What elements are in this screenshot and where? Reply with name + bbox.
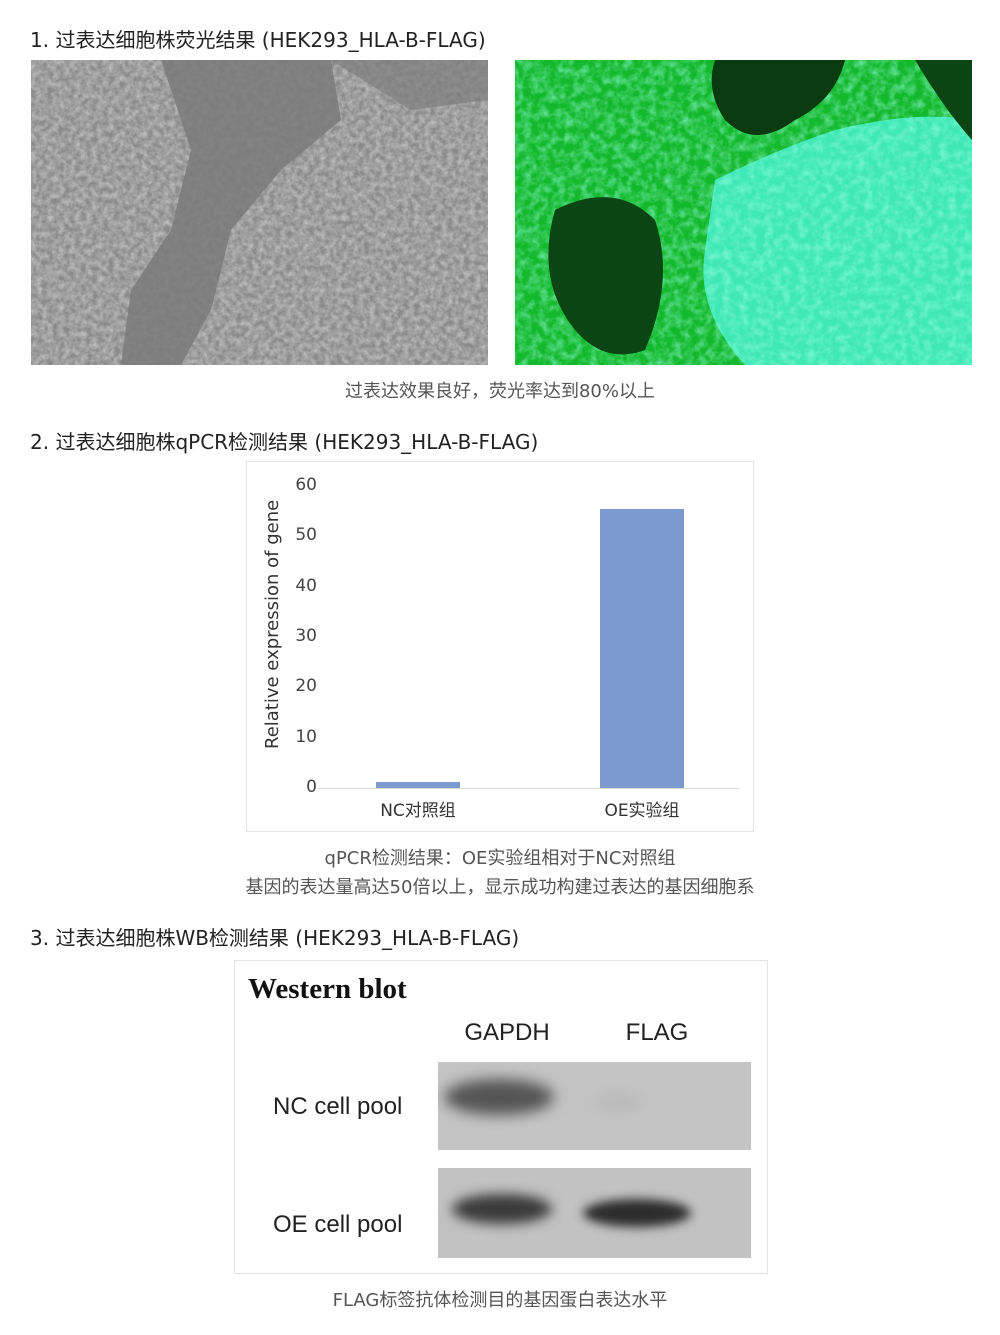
y-tick-label: 0 (306, 777, 317, 797)
x-axis-line (319, 788, 739, 789)
y-tick-label: 10 (295, 726, 317, 747)
fluorescence-microscopy-image (515, 60, 972, 365)
chart-plot-area: 0 10 20 30 40 50 60 NC对照组 OE实验组 (247, 462, 753, 831)
brightfield-microscopy-image (31, 60, 488, 365)
band-oe-flag (583, 1199, 691, 1227)
x-category-label: NC对照组 (380, 801, 456, 821)
section-2-caption-line2: 基因的表达量高达50倍以上，显示成功构建过表达的基因细胞系 (245, 877, 755, 898)
band-oe-gapdh (452, 1194, 552, 1224)
y-tick-label: 60 (295, 475, 317, 495)
row-label-oe: OE cell pool (273, 1211, 403, 1238)
blot-strip-nc (438, 1062, 751, 1150)
section-1-title: 1. 过表达细胞株荧光结果 (HEK293_HLA-B-FLAG) (30, 28, 486, 52)
x-category-label: OE实验组 (604, 801, 680, 821)
y-tick-label: 30 (295, 626, 317, 646)
bar-1 (600, 509, 684, 788)
qpcr-chart: Relative expression of gene 0 10 20 30 40 50 6… (246, 461, 754, 832)
band-nc-gapdh (444, 1079, 554, 1115)
y-tick-label: 40 (295, 575, 317, 596)
column-label-flag: FLAG (625, 1019, 689, 1046)
bar-0 (376, 781, 460, 788)
column-label-gapdh: GAPDH (464, 1019, 550, 1046)
y-tick-label: 20 (295, 676, 317, 697)
section-2-title: 2. 过表达细胞株qPCR检测结果 (HEK293_HLA-B-FLAG) (30, 430, 539, 454)
section-1-caption: 过表达效果良好，荧光率达到80%以上 (344, 381, 655, 402)
section-2-caption-line1: qPCR检测结果：OE实验组相对于NC对照组 (324, 848, 676, 869)
western-blot-figure: Western blot GAPDH FLAG NC cell pool OE … (234, 960, 768, 1274)
band-nc-flag (593, 1092, 643, 1112)
section-3-title: 3. 过表达细胞株WB检测结果 (HEK293_HLA-B-FLAG) (30, 926, 520, 950)
row-label-nc: NC cell pool (273, 1093, 403, 1120)
section-3-caption: FLAG标签抗体检测目的基因蛋白表达水平 (332, 1290, 668, 1311)
western-blot-title: Western blot (248, 973, 407, 1005)
blot-strip-oe (438, 1168, 751, 1258)
y-tick-label: 50 (295, 525, 317, 546)
